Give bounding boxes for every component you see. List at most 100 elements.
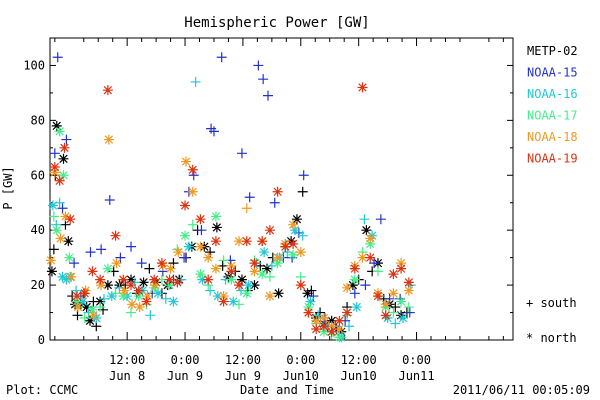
data-point-south	[48, 244, 59, 255]
legend-item-noaa-19: NOAA-19	[527, 152, 578, 166]
data-point-north	[54, 175, 65, 186]
data-point-north	[45, 255, 56, 266]
data-point-north	[197, 274, 208, 285]
data-point-north	[398, 313, 409, 324]
data-point-north	[79, 288, 90, 299]
data-point-north	[47, 200, 58, 211]
x-tick-label-date: Jun11	[398, 369, 434, 383]
data-point-north	[187, 186, 198, 197]
data-point-north	[58, 153, 69, 164]
data-point-north	[349, 274, 360, 285]
data-point-north	[46, 266, 57, 277]
data-point-north	[81, 302, 92, 313]
data-point-north	[357, 252, 368, 263]
data-point-north	[66, 271, 77, 282]
data-point-south	[205, 285, 216, 296]
data-point-north	[396, 258, 407, 269]
data-point-south	[253, 60, 264, 71]
data-point-south	[390, 302, 401, 313]
data-point-north	[72, 302, 83, 313]
data-point-north	[311, 315, 322, 326]
data-point-north	[326, 315, 337, 326]
data-point-north	[168, 296, 179, 307]
data-point-south	[179, 252, 190, 263]
data-point-north	[303, 307, 314, 318]
data-point-north	[403, 285, 414, 296]
data-point-south	[262, 90, 273, 101]
data-point-north	[396, 263, 407, 274]
x-tick-label-date: Jun10	[283, 369, 319, 383]
legend-item-noaa-17: NOAA-17	[527, 109, 578, 123]
data-point-north	[264, 225, 275, 236]
legend: METP-02 NOAA-15 NOAA-16 NOAA-17 NOAA-18 NOAA-…	[526, 44, 578, 345]
data-point-north	[156, 258, 167, 269]
data-point-north	[54, 126, 65, 137]
data-point-south	[208, 126, 219, 137]
data-point-south	[269, 197, 280, 208]
data-point-north	[226, 266, 237, 277]
data-point-south	[71, 285, 82, 296]
plot-frame	[49, 37, 514, 341]
x-tick-label-time: 12:00	[341, 353, 377, 367]
data-point-north	[210, 236, 221, 247]
data-point-north	[87, 266, 98, 277]
data-point-north	[203, 274, 214, 285]
data-point-north	[95, 274, 106, 285]
data-point-south	[96, 244, 107, 255]
data-point-north	[110, 230, 121, 241]
data-point-north	[59, 142, 70, 153]
data-point-north	[103, 134, 114, 145]
data-point-south	[115, 252, 126, 263]
data-point-south	[144, 263, 155, 274]
data-point-north	[388, 269, 399, 280]
data-point-north	[303, 302, 314, 313]
data-point-south	[388, 307, 399, 318]
data-point-north	[80, 285, 91, 296]
x-tick-label-date: Jun 9	[167, 369, 203, 383]
x-axis: 12:00 Jun 8 0:00 Jun 9 12:00 Jun 9 0:00 Jun10 12…	[54, 38, 504, 383]
series-noaa-16	[47, 76, 416, 343]
data-point-north	[149, 282, 160, 293]
data-point-north	[172, 277, 183, 288]
data-point-north	[180, 230, 191, 241]
data-point-north	[106, 291, 117, 302]
data-point-south	[216, 52, 227, 63]
x-tick-label-time: 0:00	[286, 353, 315, 367]
legend-item-noaa-15: NOAA-15	[527, 66, 578, 80]
series-noaa-15	[49, 52, 415, 332]
data-point-north	[226, 260, 237, 271]
legend-item-metp-02: METP-02	[527, 44, 578, 58]
data-point-north	[228, 296, 239, 307]
legend-item-noaa-16: NOAA-16	[527, 87, 578, 101]
data-point-north	[236, 274, 247, 285]
data-point-north	[396, 296, 407, 307]
y-tick-label: 40	[31, 223, 45, 237]
data-point-south	[48, 211, 59, 222]
data-point-north	[138, 277, 149, 288]
data-point-north	[61, 274, 72, 285]
chart-title: Hemispheric Power [GW]	[184, 15, 369, 31]
data-point-north	[290, 225, 301, 236]
data-point-north	[334, 332, 345, 343]
data-point-north	[388, 288, 399, 299]
data-point-north	[334, 315, 345, 326]
data-point-south	[110, 288, 121, 299]
data-point-north	[403, 277, 414, 288]
data-point-north	[164, 274, 175, 285]
data-point-north	[361, 225, 372, 236]
data-point-north	[96, 280, 107, 291]
x-tick-label-date: Jun 9	[225, 369, 261, 383]
y-axis-label: P [GW]	[1, 166, 15, 209]
x-axis-label: Date and Time	[240, 383, 334, 397]
data-point-north	[195, 214, 206, 225]
data-point-north	[326, 321, 337, 332]
data-point-north	[195, 269, 206, 280]
data-point-south	[168, 258, 179, 269]
data-point-north	[365, 233, 376, 244]
data-point-north	[257, 269, 268, 280]
data-point-south	[306, 285, 317, 296]
data-point-south	[234, 299, 245, 310]
data-point-south	[403, 302, 414, 313]
data-point-north	[49, 162, 60, 173]
data-point-north	[273, 288, 284, 299]
